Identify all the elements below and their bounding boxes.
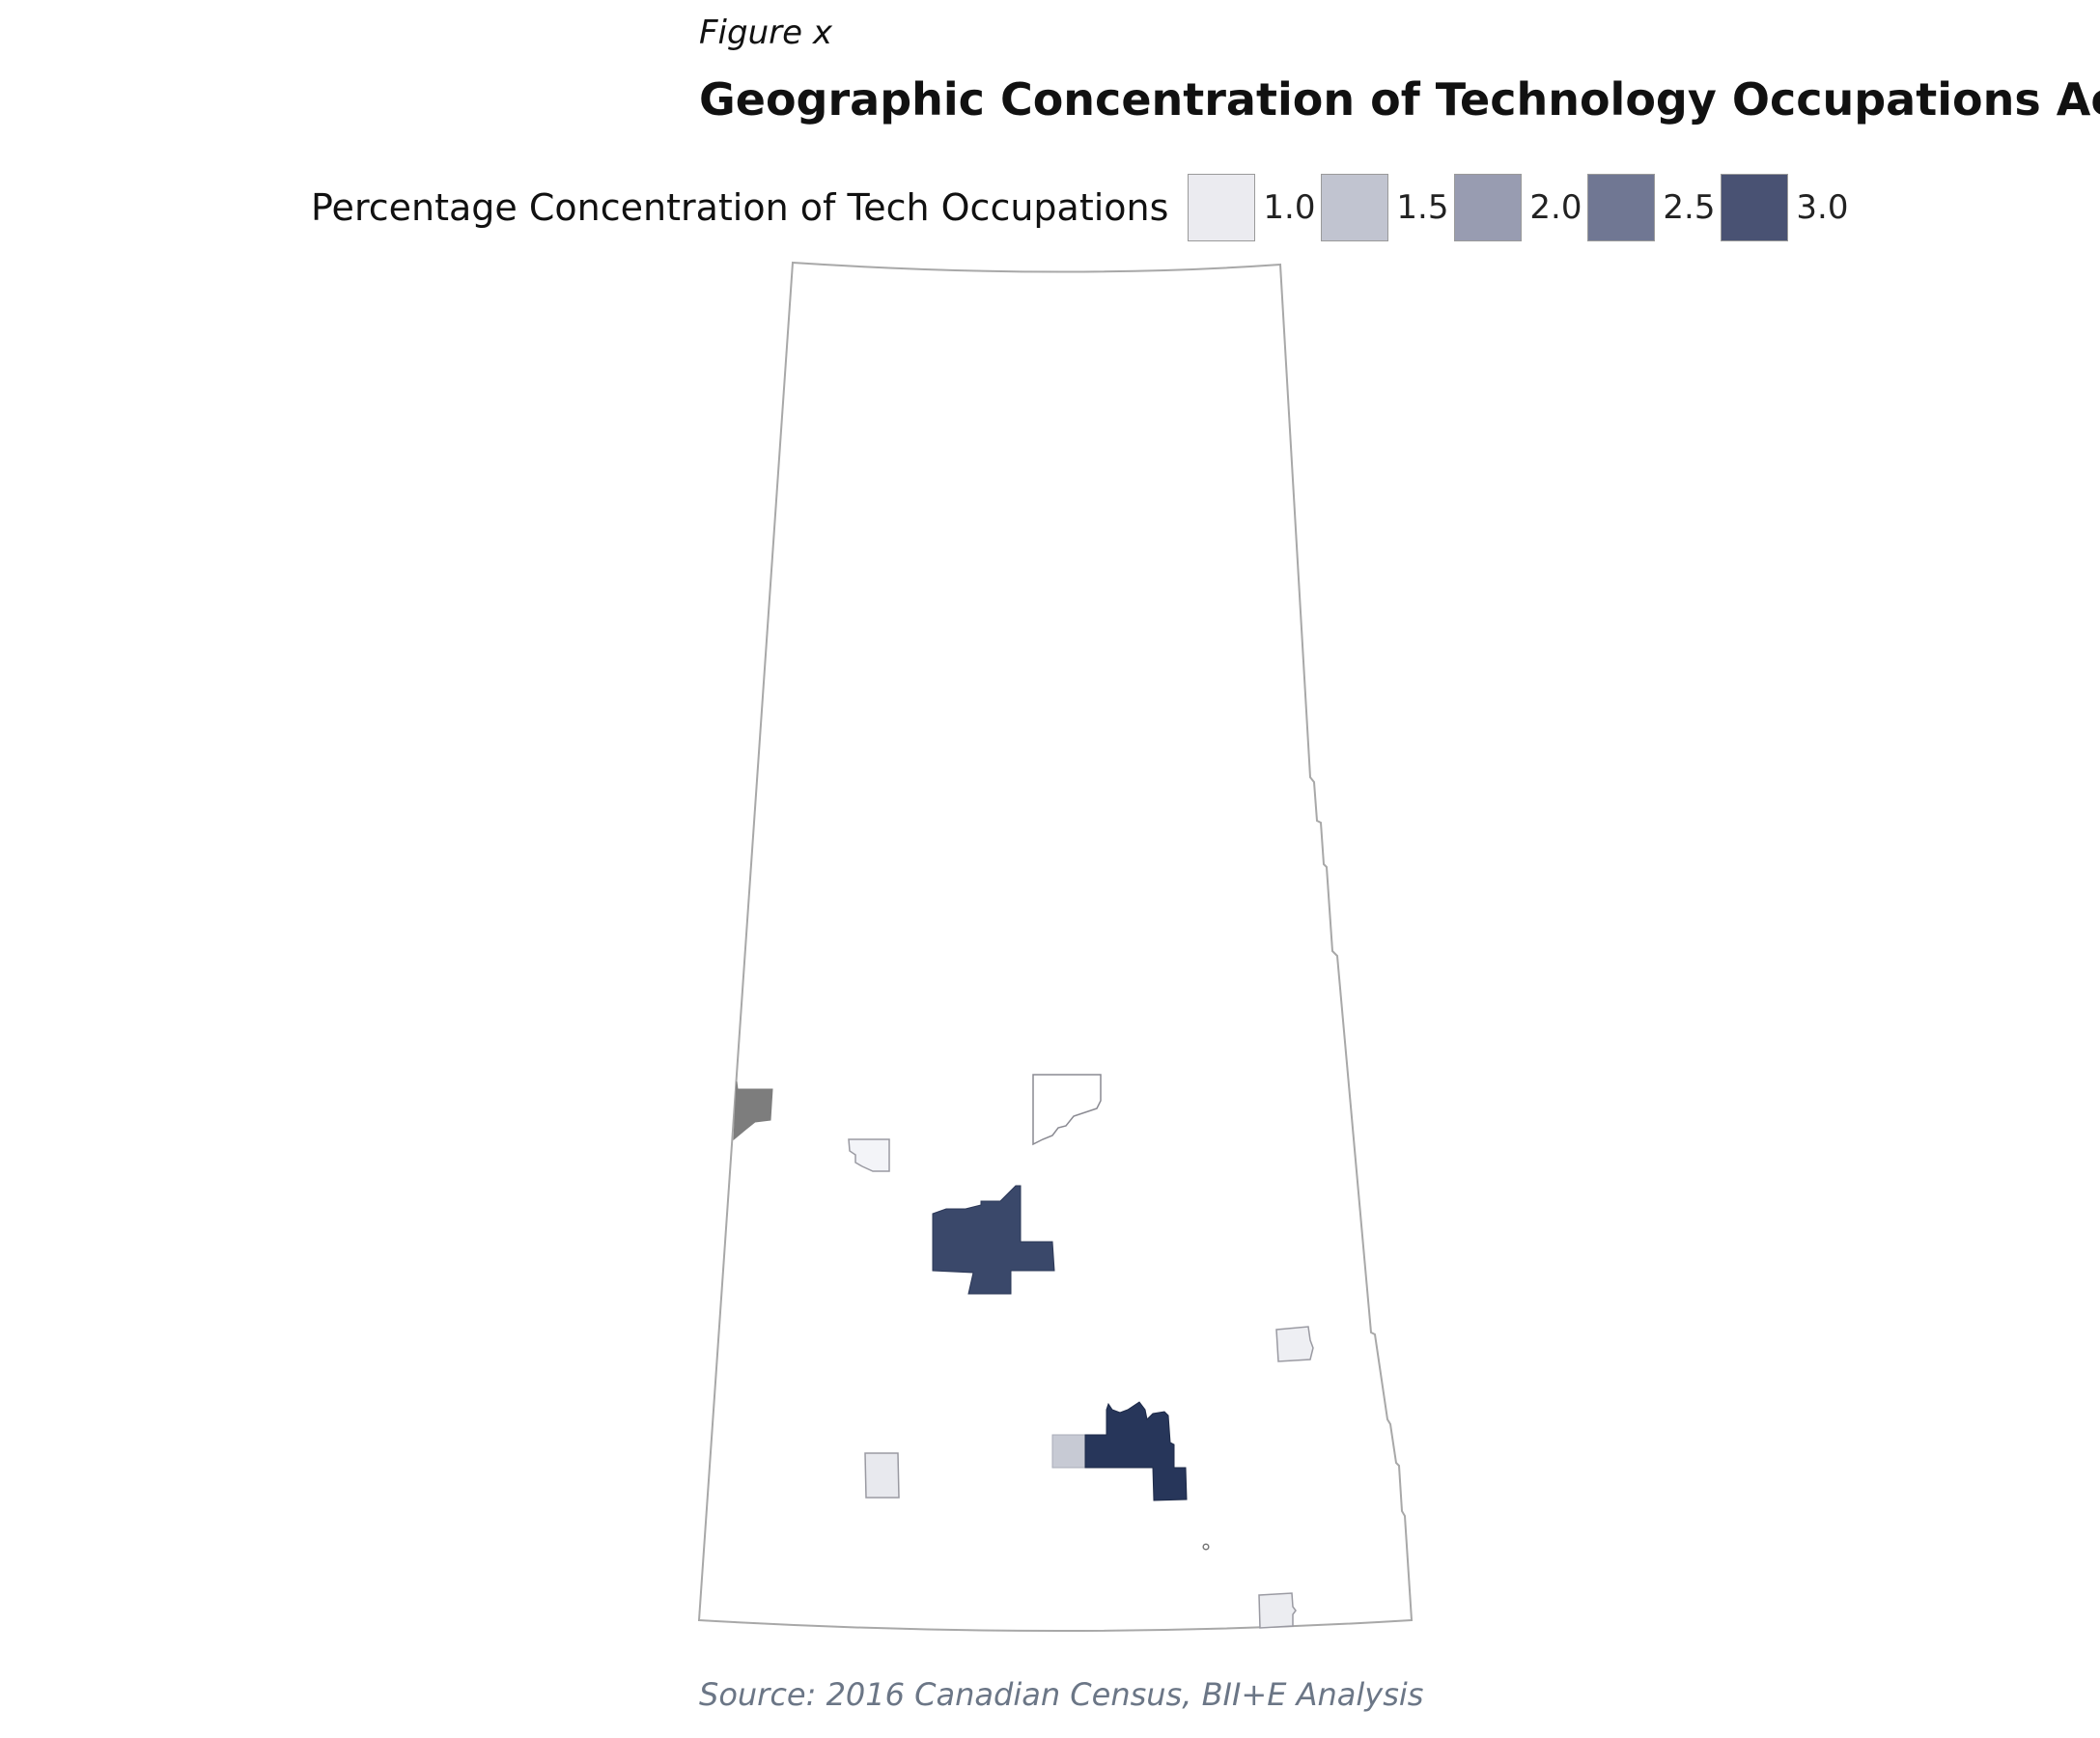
source-note: Source: 2016 Canadian Census, BII+E Anal… (699, 1676, 1424, 1713)
figure-title: Geographic Concentration of Technology O… (699, 73, 2100, 126)
legend-item: 2.0 (1454, 174, 1582, 241)
legend-value: 1.5 (1396, 188, 1449, 227)
region-north-battleford (848, 1138, 890, 1172)
legend-swatch (1188, 174, 1256, 241)
region-yorkton (1275, 1326, 1314, 1362)
region-lloydminster (733, 1080, 773, 1141)
legend-value: 2.5 (1663, 188, 1716, 227)
legend-value: 2.0 (1529, 188, 1582, 227)
region-swift-current (864, 1452, 900, 1499)
legend-swatch (1721, 174, 1789, 241)
region-regina-west (1051, 1434, 1086, 1469)
legend-item: 3.0 (1721, 174, 1849, 241)
legend-swatch (1587, 174, 1656, 241)
legend-item: 1.5 (1321, 174, 1449, 241)
legend: Percentage Concentration of Tech Occupat… (311, 172, 1854, 243)
legend-item: 1.0 (1188, 174, 1316, 241)
region-prince-albert (1032, 1074, 1102, 1146)
region-regina (1084, 1401, 1188, 1501)
legend-item: 2.5 (1587, 174, 1716, 241)
province-outline (697, 261, 1414, 1632)
region-estevan (1258, 1592, 1297, 1629)
legend-swatch (1454, 174, 1523, 241)
figure-label: Figure x (699, 14, 832, 52)
legend-swatch (1321, 174, 1389, 241)
legend-value: 1.0 (1263, 188, 1316, 227)
region-saskatoon (932, 1185, 1055, 1295)
legend-title: Percentage Concentration of Tech Occupat… (311, 186, 1169, 229)
region-small-marker (1202, 1543, 1210, 1551)
legend-value: 3.0 (1796, 188, 1849, 227)
